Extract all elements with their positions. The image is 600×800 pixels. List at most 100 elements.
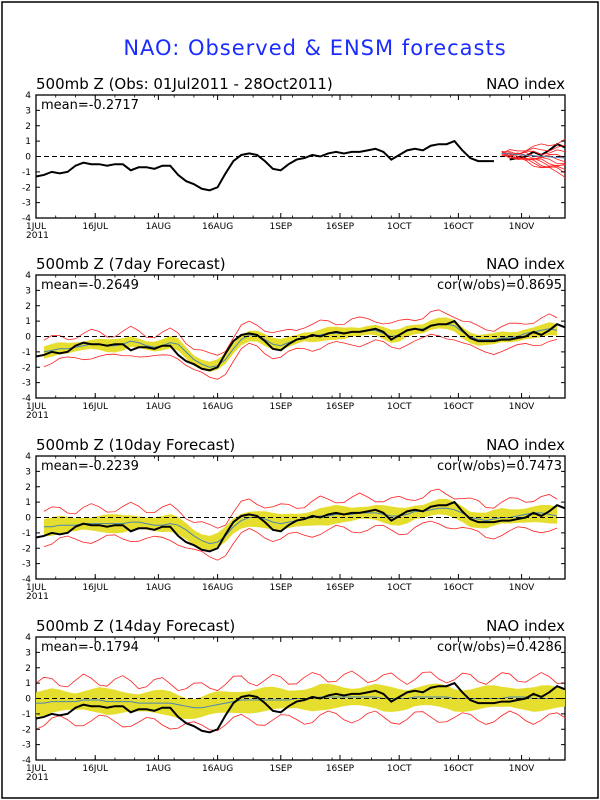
y-tick-label: 4 (25, 633, 31, 643)
x-tick-label: 16OCT (443, 764, 474, 774)
y-tick-label: -1 (22, 529, 31, 539)
y-tick-label: -1 (22, 168, 31, 178)
y-tick-label: -1 (22, 710, 31, 720)
y-tick-label: -3 (22, 560, 31, 570)
x-year-label: 2011 (26, 411, 49, 421)
y-tick-label: 4 (25, 271, 31, 281)
y-tick-label: -4 (22, 756, 31, 766)
panel-title: 500mb Z (10day Forecast) (36, 436, 235, 454)
ensemble-min-line (35, 710, 566, 731)
x-year-label: 2011 (26, 231, 49, 241)
x-tick-label: 16OCT (443, 583, 474, 593)
x-tick-label: 16AUG (202, 222, 233, 232)
x-tick-label: 1AUG (146, 764, 171, 774)
y-tick-label: 3 (25, 286, 31, 296)
x-tick-label: 1AUG (146, 402, 171, 412)
page-title: NAO: Observed & ENSM forecasts (123, 36, 507, 60)
panel-2: 500mb Z (7day Forecast) NAO index -4 -3 -2 -1… (22, 255, 566, 421)
panel-4: 500mb Z (14day Forecast) NAO index -4 -3 -2 -… (22, 617, 566, 783)
cor-label: cor(w/obs)=0.4286 (437, 640, 562, 655)
x-tick-label: 16JUL (82, 222, 108, 232)
forecast-member-line (501, 152, 566, 174)
x-year-label: 2011 (26, 592, 49, 602)
x-year-label: 2011 (26, 773, 49, 783)
x-tick-label: 16AUG (202, 764, 233, 774)
x-tick-label: 16SEP (326, 402, 355, 412)
panel-right-label: NAO index (486, 255, 565, 273)
y-tick-label: 1 (25, 137, 31, 147)
panel-right-label: NAO index (486, 617, 565, 635)
spread-band (43, 317, 558, 372)
x-tick-label: 16JUL (82, 764, 108, 774)
x-tick-label: 16SEP (326, 583, 355, 593)
panel-right-label: NAO index (486, 436, 565, 454)
x-tick-label: 1NOV (509, 402, 535, 412)
y-tick-label: -3 (22, 379, 31, 389)
x-tick-label: 1JUL (26, 764, 46, 774)
mean-label: mean=-0.2649 (41, 278, 139, 293)
y-tick-label: -1 (22, 348, 31, 358)
y-tick-label: -4 (22, 575, 31, 585)
y-tick-label: -2 (22, 544, 31, 554)
ensemble-max-line (43, 488, 558, 529)
y-tick-label: -4 (22, 394, 31, 404)
mean-label: mean=-0.2717 (41, 98, 139, 113)
y-tick-label: 1 (25, 679, 31, 689)
observed-line (35, 500, 566, 553)
y-tick-label: 4 (25, 452, 31, 462)
y-tick-label: 1 (25, 317, 31, 327)
x-tick-label: 1SEP (269, 222, 292, 232)
forecast-member-line (501, 144, 566, 155)
y-tick-label: 1 (25, 498, 31, 508)
y-tick-label: -4 (22, 214, 31, 224)
panel-title: 500mb Z (7day Forecast) (36, 255, 226, 273)
cor-label: cor(w/obs)=0.7473 (437, 459, 562, 474)
forecast-member-line (501, 151, 566, 167)
y-tick-label: -2 (22, 725, 31, 735)
x-tick-label: 1SEP (269, 764, 292, 774)
ensemble-max-line (35, 670, 566, 692)
y-tick-label: 3 (25, 106, 31, 116)
x-tick-label: 16SEP (326, 222, 355, 232)
panel-right-label: NAO index (486, 75, 565, 93)
panel-3: 500mb Z (10day Forecast) NAO index -4 -3 -2 -… (22, 436, 566, 602)
panel-1: 500mb Z (Obs: 01Jul2011 - 28Oct2011) NAO … (22, 75, 566, 241)
y-tick-label: 0 (25, 153, 31, 163)
x-tick-label: 1NOV (509, 764, 535, 774)
x-tick-label: 1AUG (146, 222, 171, 232)
y-tick-label: 2 (25, 664, 31, 674)
panel-title: 500mb Z (14day Forecast) (36, 617, 235, 635)
y-tick-label: -2 (22, 363, 31, 373)
observed-line (35, 319, 566, 372)
observed-line (35, 681, 566, 734)
y-tick-label: -3 (22, 741, 31, 751)
ensemble-min-line (43, 333, 558, 380)
mean-label: mean=-0.2239 (41, 459, 139, 474)
x-tick-label: 1OCT (387, 764, 412, 774)
x-tick-label: 16AUG (202, 583, 233, 593)
spread-band (43, 498, 558, 551)
y-tick-label: 3 (25, 648, 31, 658)
forecast-member-line (501, 154, 566, 178)
x-tick-label: 1SEP (269, 583, 292, 593)
x-tick-label: 16AUG (202, 402, 233, 412)
y-tick-label: 2 (25, 122, 31, 132)
y-tick-label: 2 (25, 483, 31, 493)
x-tick-label: 1SEP (269, 402, 292, 412)
x-tick-label: 1NOV (509, 222, 535, 232)
forecast-member-line (501, 138, 566, 154)
x-tick-label: 1OCT (387, 222, 412, 232)
y-tick-label: 0 (25, 333, 31, 343)
y-tick-label: 2 (25, 302, 31, 312)
x-tick-label: 1AUG (146, 583, 171, 593)
x-tick-label: 16OCT (443, 222, 474, 232)
x-tick-label: 16JUL (82, 402, 108, 412)
y-tick-label: 0 (25, 695, 31, 705)
y-tick-label: -2 (22, 183, 31, 193)
y-tick-label: 0 (25, 514, 31, 524)
ensemble-min-line (43, 520, 558, 561)
x-tick-label: 16JUL (82, 583, 108, 593)
forecast-mean-line (501, 152, 566, 159)
